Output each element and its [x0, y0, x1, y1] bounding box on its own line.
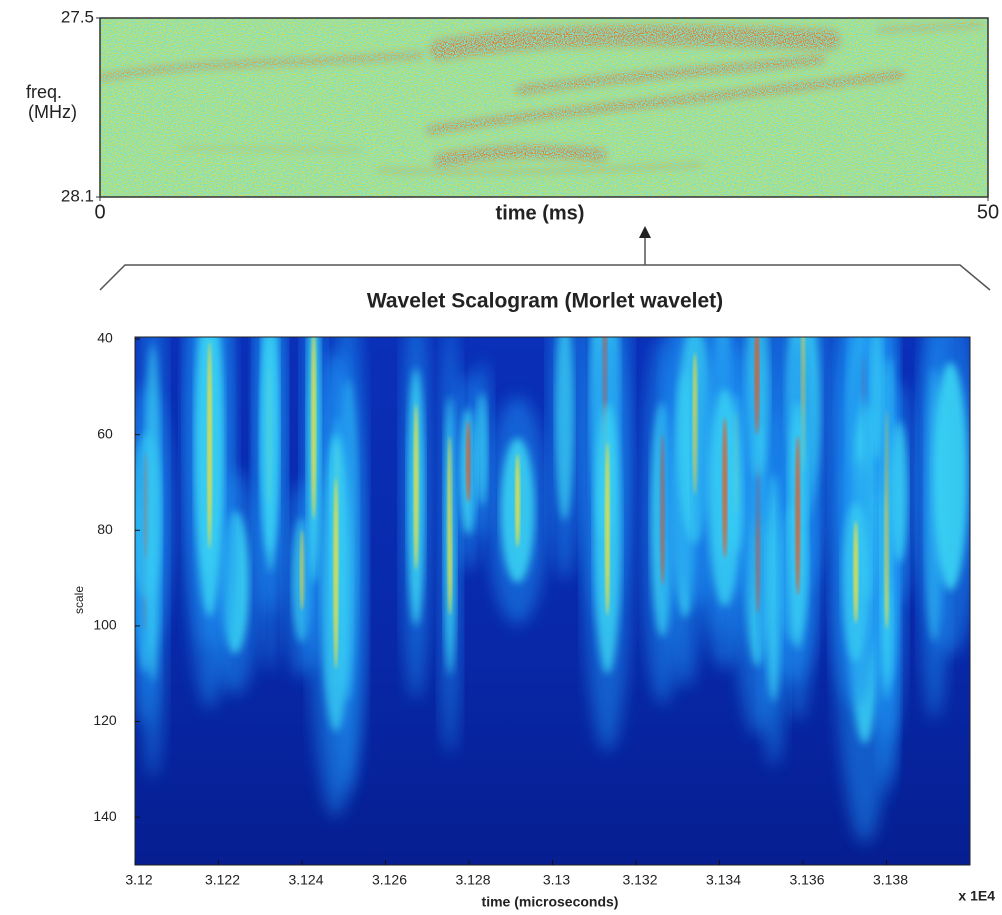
streak-core: [413, 403, 419, 570]
x-tick-label: 3.136: [789, 872, 824, 888]
heatmap-texture: [135, 337, 970, 844]
x-tick-label: 3.124: [288, 872, 323, 888]
scalogram: [135, 337, 970, 865]
streak: [765, 474, 782, 702]
streak-core: [795, 435, 801, 596]
x-tick-label: 3.122: [205, 872, 240, 888]
x-multiplier: x 1E4: [958, 888, 995, 904]
y-tick-label: 120: [93, 712, 117, 728]
streak-core: [722, 418, 728, 558]
heatmap-texture: [100, 18, 988, 197]
x-tick-label: 3.126: [372, 872, 407, 888]
y-axis-label: freq.: [26, 82, 62, 102]
streak-core: [515, 453, 521, 547]
y-tick-label: 80: [97, 521, 113, 537]
x-axis-label: time (ms): [496, 202, 585, 224]
streak-core: [333, 477, 339, 669]
bracket: [99, 232, 991, 291]
streak-core: [604, 441, 610, 616]
y-tick-label: 27.5: [61, 7, 94, 26]
x-tick-label: 3.134: [706, 872, 741, 888]
streak-core: [207, 341, 213, 549]
streak-core: [465, 420, 471, 503]
streak-core: [447, 436, 453, 616]
streak: [890, 421, 908, 563]
y-tick-label: 40: [97, 330, 113, 346]
x-tick-label: 3.132: [622, 872, 657, 888]
streak-core: [754, 337, 760, 435]
streak: [475, 392, 489, 506]
x-tick-label: 0: [94, 201, 105, 223]
streak: [555, 337, 575, 521]
streak-core: [311, 337, 317, 520]
streak: [870, 337, 884, 461]
streak: [261, 337, 279, 572]
x-tick-label: 3.12: [125, 872, 152, 888]
y-tick-label: 100: [93, 617, 117, 633]
streak-core: [853, 520, 859, 624]
y-tick-label: 28.1: [61, 186, 94, 205]
y-tick-label: 60: [97, 425, 113, 441]
plot-frame: [99, 17, 989, 198]
streak: [144, 344, 162, 682]
y-tick-label: 140: [93, 808, 117, 824]
y-axis-label: scale: [72, 586, 86, 614]
arrow-head: [639, 226, 651, 238]
spectrogram: [99, 17, 989, 198]
y-axis-label: (MHz): [28, 102, 77, 122]
x-tick-label: 3.13: [543, 872, 570, 888]
chart-title: Wavelet Scalogram (Morlet wavelet): [367, 290, 723, 313]
x-tick-label: 3.138: [873, 872, 908, 888]
x-tick-label: 50: [977, 201, 999, 223]
streak: [932, 362, 968, 591]
x-tick-label: 3.128: [455, 872, 490, 888]
x-axis-label: time (microseconds): [482, 894, 619, 910]
